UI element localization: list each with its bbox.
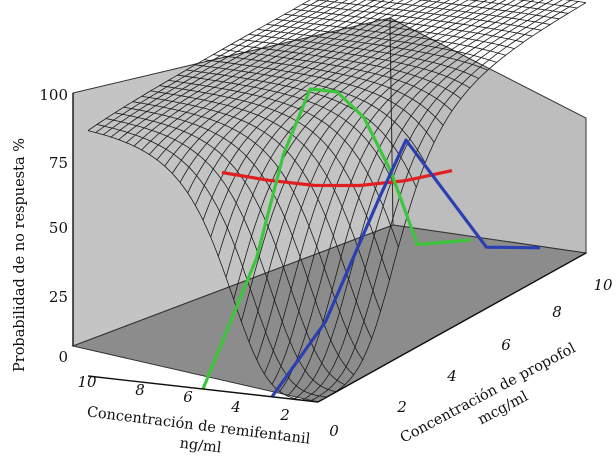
grid-line xyxy=(105,118,336,392)
grid-line xyxy=(177,74,408,216)
grid-line xyxy=(195,64,426,164)
grid-line xyxy=(314,0,542,31)
z-axis-label: Probabilidad de no respuesta % xyxy=(12,138,28,372)
grid-line xyxy=(123,106,354,375)
grid-line xyxy=(230,44,462,99)
axis-frame xyxy=(72,93,587,403)
y-tick: 10 xyxy=(593,276,613,294)
grid-line xyxy=(302,3,533,37)
z-tick: 50 xyxy=(49,219,68,237)
grid-line xyxy=(275,18,506,56)
series-curve xyxy=(201,87,472,390)
grid-line xyxy=(168,80,399,248)
grid-line xyxy=(467,0,569,14)
y-tick: 8 xyxy=(552,303,562,321)
series-curve xyxy=(221,169,453,188)
series-curve xyxy=(270,138,541,398)
grid-line xyxy=(213,54,444,126)
z-tick: 100 xyxy=(39,86,68,104)
x-tick: 2 xyxy=(279,406,290,424)
grid-line xyxy=(96,124,327,398)
grid-line xyxy=(293,8,524,43)
y-tick: 2 xyxy=(396,398,407,416)
x-tick: 8 xyxy=(135,381,145,399)
grid-line xyxy=(87,130,319,403)
grid-line xyxy=(239,39,471,89)
grid-line xyxy=(141,95,372,339)
y-tick: 6 xyxy=(501,336,511,354)
grid-line xyxy=(266,23,497,63)
grid-line xyxy=(366,0,551,25)
y-axis-label: Concentración de propofol xyxy=(398,340,579,446)
grid-line xyxy=(204,59,435,143)
z-tick: 75 xyxy=(49,154,68,172)
grid-line xyxy=(114,112,345,386)
data-curves xyxy=(201,87,541,398)
z-tick: 25 xyxy=(49,288,68,306)
x-tick: 6 xyxy=(183,388,193,406)
right-wall xyxy=(389,17,587,254)
x-axis-label-unit: ng/ml xyxy=(179,436,223,457)
grid-line xyxy=(186,69,417,188)
grid-line xyxy=(159,85,390,281)
z-tick: 0 xyxy=(58,348,68,366)
grid-line xyxy=(221,49,453,112)
y-tick: 4 xyxy=(446,367,457,385)
grid-line xyxy=(248,34,479,79)
grid-line xyxy=(132,101,364,361)
grid-line xyxy=(284,13,515,49)
x-tick: 0 xyxy=(329,422,339,440)
grid-line xyxy=(417,0,560,20)
grid-line xyxy=(257,28,488,71)
x-tick: 10 xyxy=(77,373,97,391)
surface-wireframe xyxy=(87,0,587,403)
z-axis: 100 75 50 25 0 Probabilidad de no respue… xyxy=(12,86,68,372)
grid-line xyxy=(517,0,578,9)
grid-line xyxy=(150,90,381,312)
x-tick: 4 xyxy=(230,398,241,416)
